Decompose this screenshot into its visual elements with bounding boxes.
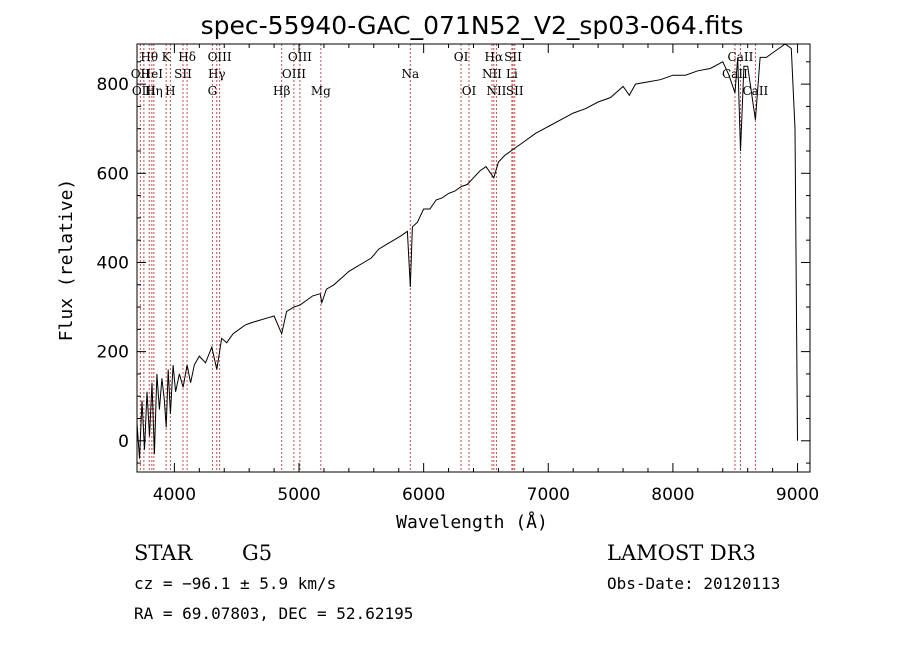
line-marker-label-7: H: [165, 84, 175, 98]
y-tick-label-400: 400: [97, 253, 129, 273]
line-marker-label-10: Hγ: [208, 67, 226, 81]
line-marker-label-13: OIII: [282, 67, 306, 81]
survey-name: LAMOST DR3: [607, 541, 756, 565]
line-marker-label-17: OI: [454, 50, 469, 64]
x-axis-ticks: 4000 5000 6000 7000 8000 9000: [153, 44, 819, 505]
x-tick-label-6000: 6000: [402, 485, 445, 505]
x-tick-label-8000: 8000: [651, 485, 694, 505]
line-marker-label-5: K: [162, 50, 172, 64]
x-tick-label-7000: 7000: [527, 485, 570, 505]
y-tick-label-600: 600: [97, 164, 129, 184]
line-marker-label-23: Li: [506, 67, 518, 81]
x-tick-label-4000: 4000: [153, 485, 196, 505]
line-marker-label-2: OIII: [132, 84, 156, 98]
line-marker-label-0: Hθ: [140, 50, 158, 64]
line-marker-label-26: CaII: [722, 67, 748, 81]
y-tick-label-200: 200: [97, 343, 129, 363]
coordinates: RA = 69.07803, DEC = 52.62195: [134, 604, 413, 623]
redshift-value: cz = −96.1 ± 5.9 km/s: [134, 574, 336, 593]
line-marker-label-8: Hδ: [178, 50, 196, 64]
line-marker-label-18: OI: [462, 84, 477, 98]
x-tick-label-5000: 5000: [277, 485, 320, 505]
line-marker-label-9: OIII: [208, 50, 232, 64]
x-tick-label-9000: 9000: [776, 485, 819, 505]
line-marker-label-15: Mg: [311, 84, 331, 98]
chart-title: spec-55940-GAC_071N52_V2_sp03-064.fits: [201, 11, 744, 40]
y-axis-label: Flux (relative): [56, 179, 77, 342]
y-tick-label-0: 0: [118, 432, 129, 452]
obs-date: Obs-Date: 20120113: [607, 574, 780, 593]
line-marker-label-6: SII: [174, 67, 192, 81]
y-axis-ticks: 0 200 400 600 800: [97, 61, 810, 464]
line-marker-label-3: HeI: [141, 67, 164, 81]
object-class: STAR: [134, 541, 193, 565]
line-marker-label-25: CaII: [728, 50, 754, 64]
line-marker-label-14: Hβ: [273, 84, 290, 98]
y-tick-label-800: 800: [97, 75, 129, 95]
line-marker-label-1: OII: [131, 67, 151, 81]
line-marker-label-21: NII: [486, 84, 506, 98]
spectral-line-markers: [139, 44, 756, 472]
spectrum-line: [136, 43, 798, 459]
line-marker-label-11: G: [208, 84, 218, 98]
line-marker-label-20: NII: [482, 67, 502, 81]
line-marker-label-19: Hα: [485, 50, 504, 64]
line-marker-label-12: OIII: [288, 50, 312, 64]
line-marker-label-27: CaII: [742, 84, 768, 98]
plot-frame: [136, 43, 811, 473]
x-axis-label: Wavelength (Å): [396, 511, 548, 533]
line-marker-label-4: Hη: [145, 84, 163, 98]
line-marker-label-24: SII: [506, 84, 524, 98]
line-marker-label-16: Na: [401, 67, 419, 81]
object-subclass: G5: [242, 541, 272, 565]
line-marker-label-22: SII: [504, 50, 522, 64]
